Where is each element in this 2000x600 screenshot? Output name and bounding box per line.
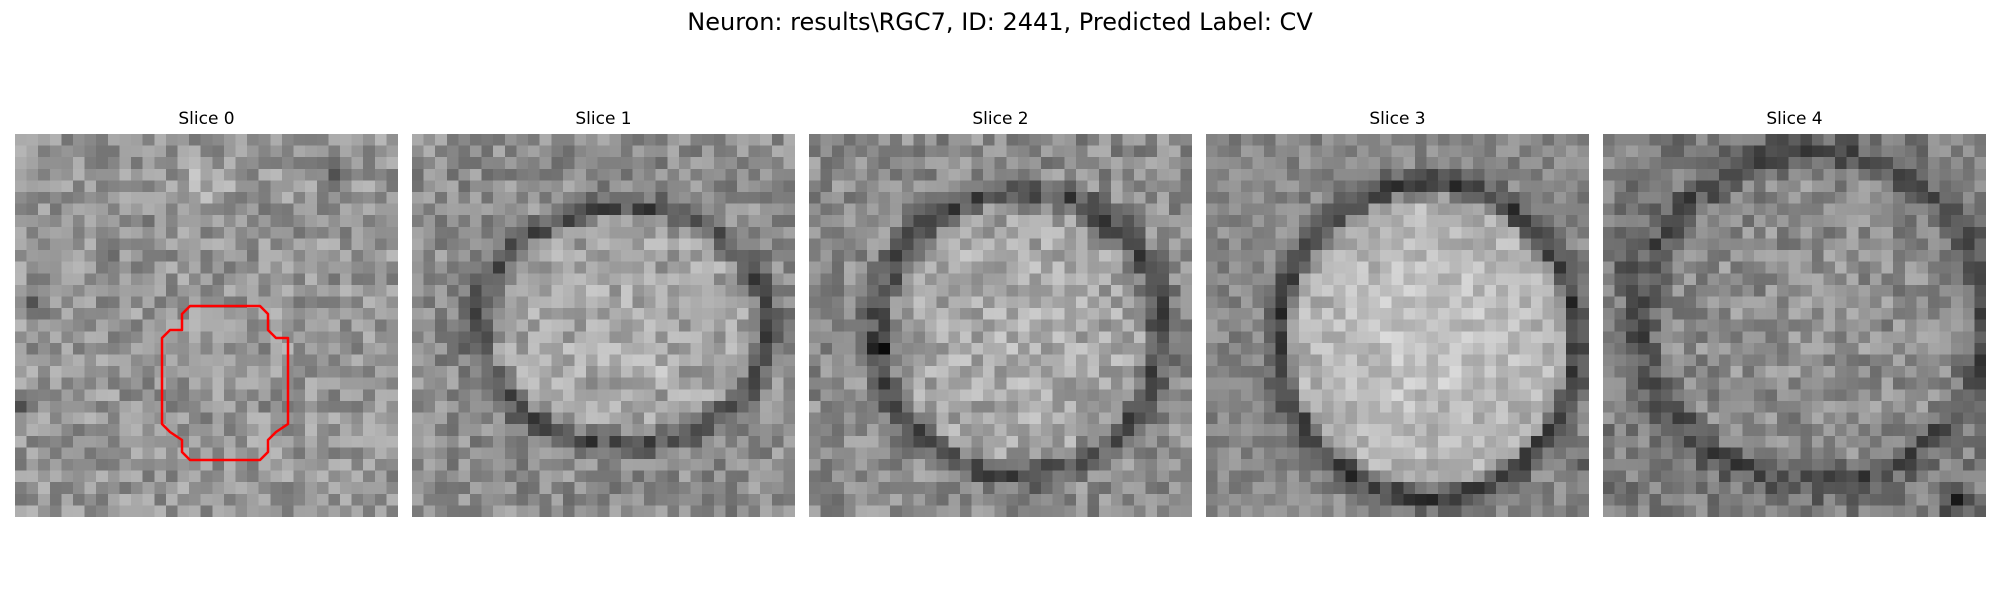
slice-panel-0: Slice 0	[15, 108, 398, 518]
slice-pixels	[1603, 134, 1986, 517]
slice-title: Slice 1	[575, 109, 632, 129]
roi-outline	[160, 304, 290, 462]
slice-title: Slice 4	[1766, 109, 1823, 129]
slice-pixels	[15, 134, 398, 517]
slice-pixels	[1206, 134, 1589, 517]
slice-panel-3: Slice 3	[1206, 108, 1589, 518]
slice-image	[809, 134, 1192, 517]
slice-image	[1206, 134, 1589, 517]
slice-image	[1603, 134, 1986, 517]
figure-title: Neuron: results\RGC7, ID: 2441, Predicte…	[687, 8, 1313, 36]
slice-title: Slice 3	[1369, 109, 1426, 129]
slice-pixels	[809, 134, 1192, 517]
slice-pixels	[412, 134, 795, 517]
slice-title: Slice 2	[972, 109, 1029, 129]
slice-image	[412, 134, 795, 517]
slice-image	[15, 134, 398, 517]
slice-panel-2: Slice 2	[809, 108, 1192, 518]
slice-panel-4: Slice 4	[1603, 108, 1986, 518]
slice-title: Slice 0	[178, 109, 235, 129]
slice-panel-1: Slice 1	[412, 108, 795, 518]
